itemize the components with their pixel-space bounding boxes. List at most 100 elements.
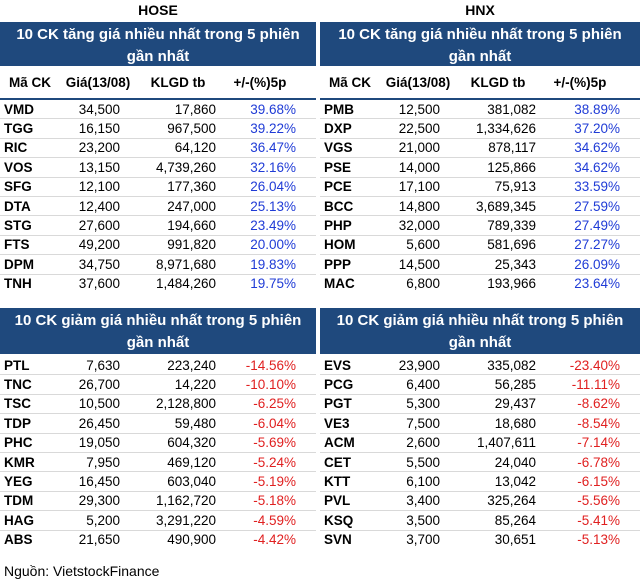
avg-volume: 603,040 — [167, 474, 216, 490]
price: 6,800 — [406, 276, 440, 292]
change-percent: 26.04% — [250, 179, 296, 195]
table-row: PGT 5,300 29,437 -8.62% — [320, 395, 640, 415]
col-volume: KLGD tb — [470, 74, 526, 90]
table-row: MAC 6,800 193,966 23.64% — [320, 275, 640, 293]
avg-volume: 604,320 — [167, 435, 216, 451]
avg-volume: 490,900 — [167, 532, 216, 548]
change-percent: 39.22% — [250, 121, 296, 137]
stock-code: PCE — [324, 179, 352, 195]
price: 5,600 — [406, 237, 440, 253]
stock-code: DTA — [4, 198, 31, 214]
stock-code: KMR — [4, 454, 35, 470]
table-row: TNH 37,600 1,484,260 19.75% — [0, 275, 316, 293]
price: 23,900 — [398, 357, 440, 373]
table-row: VOS 13,150 4,739,260 32.16% — [0, 158, 316, 178]
price: 5,300 — [406, 396, 440, 412]
table-row: KTT 6,100 13,042 -6.15% — [320, 472, 640, 492]
hnx-gainers-column-header: Mã CK Giá(13/08) KLGD tb +/-(%)5p — [320, 66, 640, 100]
hose-gainers-column-header: Mã CK Giá(13/08) KLGD tb +/-(%)5p — [0, 66, 316, 100]
stock-code: EVS — [324, 357, 352, 373]
avg-volume: 469,120 — [167, 454, 216, 470]
avg-volume: 991,820 — [167, 237, 216, 253]
table-row: PCE 17,100 75,913 33.59% — [320, 178, 640, 197]
change-percent: -5.19% — [253, 474, 296, 490]
hnx-gainers-panel: 10 CK tăng giá nhiều nhất trong 5 phiên … — [320, 22, 640, 293]
hose-losers-panel: 10 CK giảm giá nhiều nhất trong 5 phiên … — [0, 308, 316, 549]
col-price: Giá(13/08) — [385, 74, 451, 90]
table-row: VGS 21,000 878,117 34.62% — [320, 139, 640, 159]
avg-volume: 85,264 — [494, 512, 536, 528]
table-row: ACM 2,600 1,407,611 -7.14% — [320, 434, 640, 453]
price: 14,000 — [398, 159, 440, 175]
table-row: TGG 16,150 967,500 39.22% — [0, 119, 316, 139]
hnx-losers-rows: EVS 23,900 335,082 -23.40% PCG 6,400 56,285 -11… — [320, 356, 640, 549]
table-row: FTS 49,200 991,820 20.00% — [0, 236, 316, 256]
table-row: SFG 12,100 177,360 26.04% — [0, 178, 316, 197]
change-percent: 32.16% — [250, 159, 296, 175]
table-row: KMR 7,950 469,120 -5.24% — [0, 453, 316, 473]
avg-volume: 1,334,626 — [475, 121, 536, 137]
stock-code: PPP — [324, 256, 352, 272]
avg-volume: 24,040 — [494, 454, 536, 470]
change-percent: -23.40% — [569, 357, 620, 373]
avg-volume: 75,913 — [494, 179, 536, 195]
change-percent: 26.09% — [574, 256, 620, 272]
price: 14,800 — [398, 198, 440, 214]
hose-gainers-panel: 10 CK tăng giá nhiều nhất trong 5 phiên … — [0, 22, 316, 293]
stock-code: STG — [4, 218, 32, 234]
stock-code: ACM — [324, 435, 355, 451]
change-percent: 33.59% — [574, 179, 620, 195]
price: 34,750 — [78, 256, 120, 272]
price: 14,500 — [398, 256, 440, 272]
table-row: HOM 5,600 581,696 27.27% — [320, 236, 640, 256]
table-row: VE3 7,500 18,680 -8.54% — [320, 414, 640, 434]
price: 29,300 — [78, 493, 120, 509]
source-note: Nguồn: VietstockFinance — [4, 563, 160, 579]
hose-gainers-rows: VMD 34,500 17,860 39.68% TGG 16,150 967,500 39.… — [0, 100, 316, 293]
hose-losers-header: 10 CK giảm giá nhiều nhất trong 5 phiên … — [0, 308, 316, 354]
table-row: BCC 14,800 3,689,345 27.59% — [320, 197, 640, 217]
stock-code: HOM — [324, 237, 356, 253]
change-percent: -10.10% — [245, 377, 296, 393]
price: 21,000 — [398, 140, 440, 156]
avg-volume: 56,285 — [494, 377, 536, 393]
change-percent: 34.62% — [574, 159, 620, 175]
change-percent: -5.69% — [253, 435, 296, 451]
col-code: Mã CK — [8, 74, 51, 90]
stock-code: DXP — [324, 121, 352, 137]
hose-gainers-header: 10 CK tăng giá nhiều nhất trong 5 phiên … — [0, 22, 316, 66]
stock-code: KSQ — [324, 512, 354, 528]
table-row: PHP 32,000 789,339 27.49% — [320, 216, 640, 236]
table-row: TSC 10,500 2,128,800 -6.25% — [0, 395, 316, 415]
avg-volume: 25,343 — [494, 256, 536, 272]
price: 3,500 — [406, 512, 440, 528]
stock-code: PTL — [4, 357, 30, 373]
change-percent: 20.00% — [250, 237, 296, 253]
avg-volume: 878,117 — [488, 140, 536, 156]
price: 32,000 — [398, 218, 440, 234]
stock-code: BCC — [324, 198, 354, 214]
change-percent: -11.11% — [571, 377, 620, 393]
stock-code: YEG — [4, 474, 33, 490]
table-row: DPM 34,750 8,971,680 19.83% — [0, 255, 316, 275]
avg-volume: 381,082 — [487, 101, 536, 117]
table-row: TDM 29,300 1,162,720 -5.18% — [0, 492, 316, 512]
table-row: YEG 16,450 603,040 -5.19% — [0, 472, 316, 492]
stock-code: PVL — [324, 493, 351, 509]
col-volume: KLGD tb — [150, 74, 206, 90]
avg-volume: 3,689,345 — [475, 198, 536, 214]
col-change: +/-(%)5p — [233, 74, 287, 90]
change-percent: 23.64% — [574, 276, 620, 292]
hose-losers-rows: PTL 7,630 223,240 -14.56% TNC 26,700 14,220 -10… — [0, 356, 316, 549]
price: 17,100 — [398, 179, 440, 195]
table-row: TDP 26,450 59,480 -6.04% — [0, 414, 316, 434]
change-percent: -5.13% — [577, 532, 620, 548]
table-row: VMD 34,500 17,860 39.68% — [0, 100, 316, 120]
price: 5,200 — [86, 512, 120, 528]
price: 16,150 — [78, 121, 120, 137]
hnx-losers-header: 10 CK giảm giá nhiều nhất trong 5 phiên … — [320, 308, 640, 354]
change-percent: -5.56% — [577, 493, 620, 509]
stock-code: VMD — [4, 101, 34, 117]
avg-volume: 8,971,680 — [155, 256, 216, 272]
price: 3,700 — [406, 532, 440, 548]
